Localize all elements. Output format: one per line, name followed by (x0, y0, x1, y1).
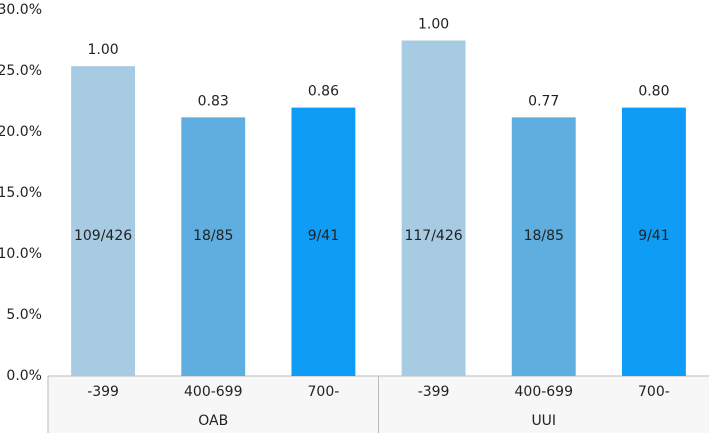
top-label: 0.77 (528, 93, 559, 109)
top-label: 0.83 (198, 93, 229, 109)
y-tick-label: 15.0% (0, 185, 42, 201)
group-label: OAB (198, 413, 228, 429)
y-tick-label: 25.0% (0, 63, 42, 79)
x-tick-label: 700- (308, 384, 340, 400)
inner-label: 109/426 (74, 228, 132, 244)
inner-label: 18/85 (193, 228, 233, 244)
x-tick-label: 400-699 (515, 384, 574, 400)
x-tick-label: 400-699 (184, 384, 243, 400)
bar (291, 107, 356, 376)
x-tick-label: -399 (87, 384, 119, 400)
group-label: UUI (531, 413, 556, 429)
top-label: 1.00 (87, 42, 118, 58)
bar (181, 117, 246, 377)
top-label: 1.00 (418, 17, 449, 33)
inner-label: 18/85 (524, 228, 564, 244)
inner-label: 117/426 (404, 228, 462, 244)
bar (511, 117, 576, 377)
y-tick-label: 0.0% (6, 368, 42, 384)
y-tick-label: 5.0% (6, 307, 42, 323)
y-tick-label: 20.0% (0, 124, 42, 140)
inner-label: 9/41 (638, 228, 669, 244)
x-tick-label: -399 (418, 384, 450, 400)
top-label: 0.80 (638, 84, 669, 100)
x-tick-label: 700- (638, 384, 670, 400)
y-tick-label: 30.0% (0, 2, 42, 18)
bar (401, 40, 466, 376)
top-label: 0.86 (308, 84, 339, 100)
bar (621, 107, 686, 376)
bar (71, 66, 136, 377)
inner-label: 9/41 (308, 228, 339, 244)
y-tick-label: 10.0% (0, 246, 42, 262)
